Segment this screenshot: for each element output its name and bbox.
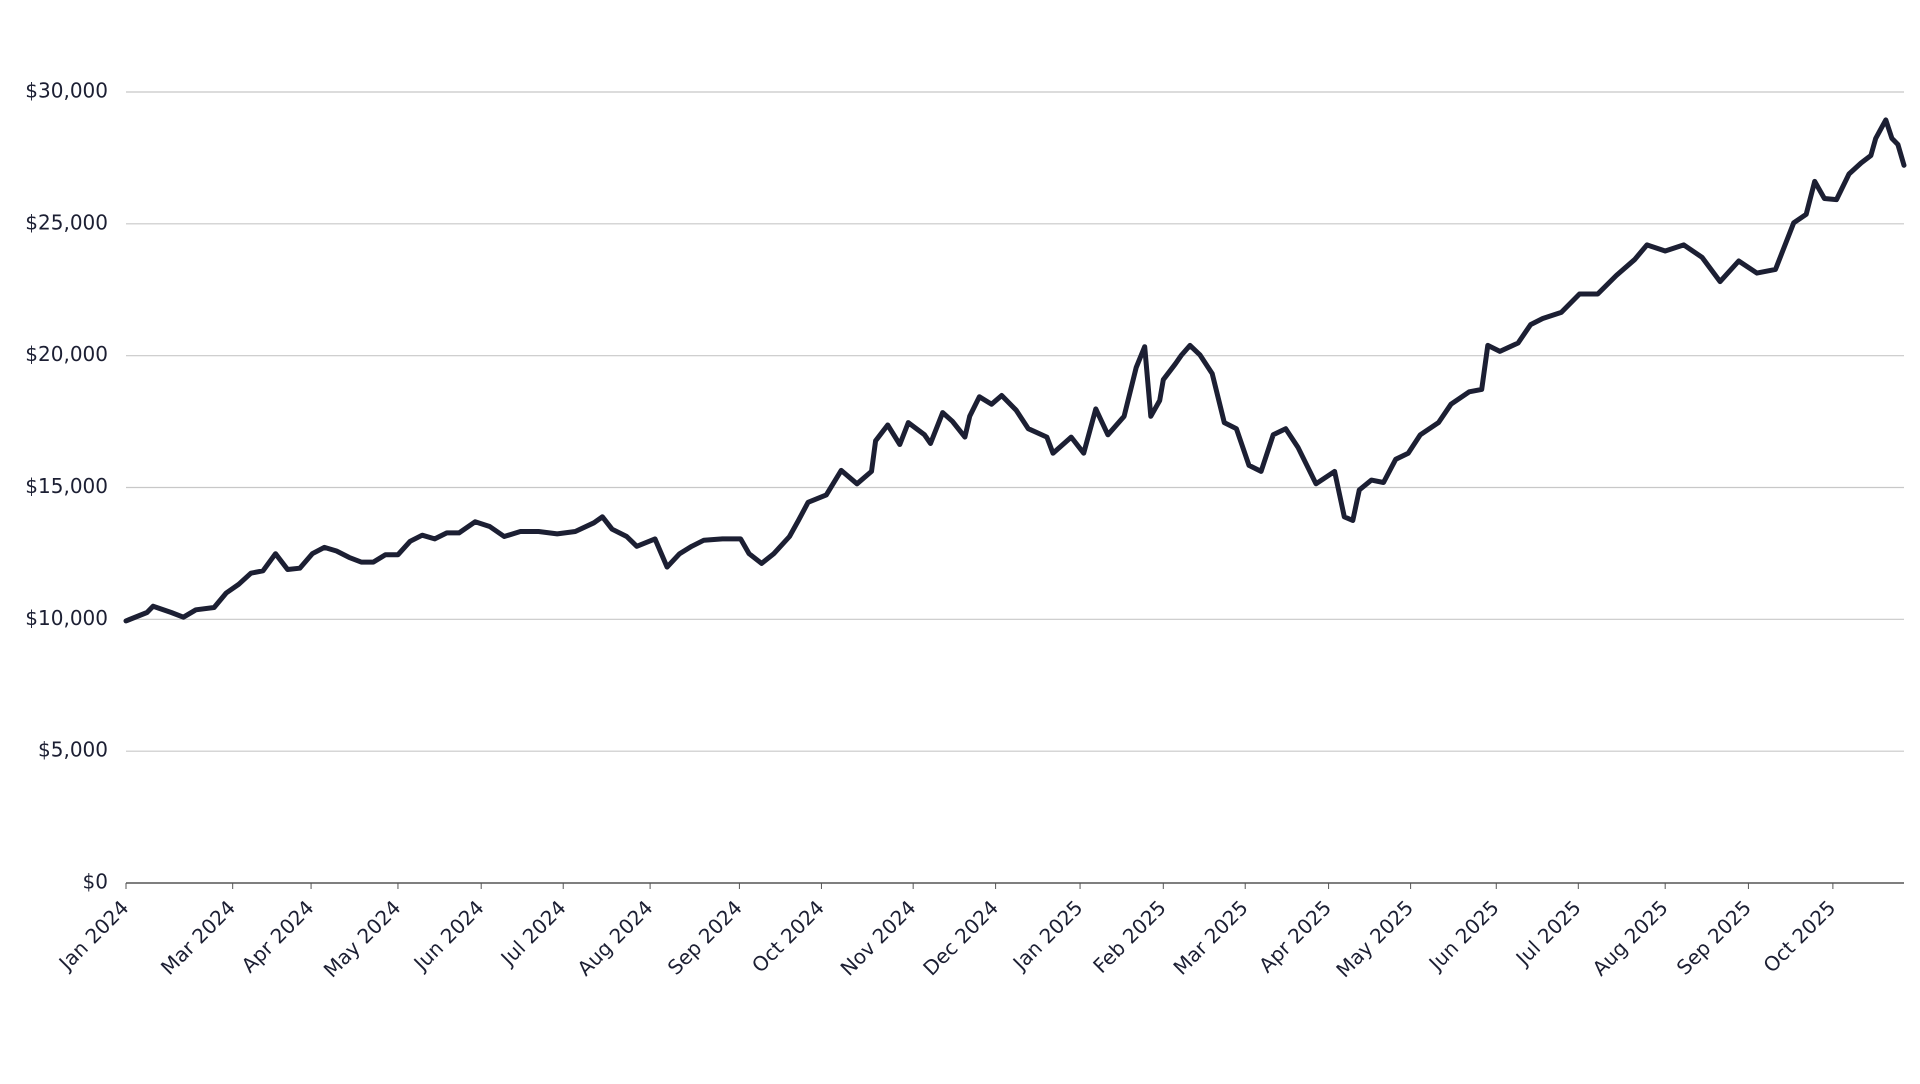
y-tick-label: $25,000 <box>25 210 108 234</box>
x-tick-label: Apr 2024 <box>237 895 319 977</box>
y-tick-label: $0 <box>83 870 108 894</box>
x-tick-label: May 2025 <box>1331 895 1418 982</box>
x-tick-label: Feb 2025 <box>1088 895 1170 977</box>
x-tick-label: Oct 2025 <box>1758 895 1840 977</box>
y-tick-label: $30,000 <box>25 79 108 103</box>
y-tick-label: $20,000 <box>25 342 108 366</box>
x-tick-label: Aug 2025 <box>1588 895 1673 980</box>
y-tick-label: $5,000 <box>38 738 108 762</box>
price-line <box>123 117 1907 624</box>
y-tick-label: $15,000 <box>25 474 108 498</box>
x-tick-label: Jul 2024 <box>495 895 571 971</box>
x-tick-label: Dec 2024 <box>918 895 1003 980</box>
x-tick-label: Mar 2024 <box>156 895 240 979</box>
x-tick-label: Sep 2024 <box>663 895 747 979</box>
x-tick-label: Oct 2024 <box>747 895 829 977</box>
x-tick-label: Sep 2025 <box>1672 895 1756 979</box>
x-tick-label: May 2024 <box>319 895 406 982</box>
x-tick-label: Jan 2025 <box>1007 895 1088 976</box>
x-tick-label: Mar 2025 <box>1168 895 1252 979</box>
x-tick-label: Jul 2025 <box>1510 895 1586 971</box>
x-tick-label: Jun 2025 <box>1423 895 1504 976</box>
x-tick-label: Apr 2025 <box>1254 895 1336 977</box>
x-tick-label: Nov 2024 <box>836 895 921 980</box>
x-tick-label: Jun 2024 <box>408 895 489 976</box>
x-tick-label: Jan 2024 <box>53 895 134 976</box>
y-tick-label: $10,000 <box>25 606 108 630</box>
x-tick-label: Aug 2024 <box>572 895 657 980</box>
